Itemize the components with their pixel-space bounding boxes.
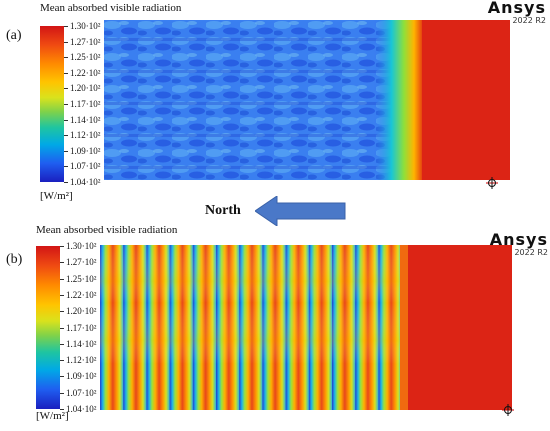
colorbar-tick: 1.09·10² xyxy=(59,371,97,382)
colorbar-tick: 1.22·10² xyxy=(59,289,97,300)
colorbar-tick: 1.27·10² xyxy=(63,36,101,47)
contour-plot xyxy=(100,245,512,410)
unit-label: [W/m²] xyxy=(40,190,73,202)
panel-label: (b) xyxy=(6,252,23,267)
colorbar-tick: 1.20·10² xyxy=(59,306,97,317)
colorbar-tick: 1.14·10² xyxy=(63,114,101,125)
colorbar-tick: 1.07·10² xyxy=(59,387,97,398)
legend-title: Mean absorbed visible radiation xyxy=(40,2,182,14)
colorbar-tick: 1.17·10² xyxy=(63,99,101,109)
axis-triad-icon xyxy=(502,404,514,416)
brand-name: Ansys xyxy=(489,230,548,249)
north-arrow-icon xyxy=(255,196,346,226)
north-label: North xyxy=(205,203,241,218)
panel-b: (b) Mean absorbed visible radiation 1.30… xyxy=(0,224,550,431)
brand-name: Ansys xyxy=(487,0,546,17)
colorbar-tick: 1.22·10² xyxy=(63,67,101,78)
colorbar-tick: 1.17·10² xyxy=(59,322,97,333)
colorbar-tick: 1.04·10² xyxy=(59,404,97,414)
contour-plot xyxy=(104,20,510,180)
colorbar xyxy=(36,246,60,409)
colorbar-tick: 1.14·10² xyxy=(59,338,97,349)
axis-triad-icon xyxy=(486,177,498,189)
brand-version: 2022 R2 xyxy=(514,248,548,257)
colorbar xyxy=(40,26,64,182)
colorbar-tick: 1.07·10² xyxy=(63,161,101,172)
unit-label: [W/m²] xyxy=(36,410,69,422)
ansys-logo: Ansys 2022 R2 xyxy=(456,0,546,25)
colorbar-tick: 1.12·10² xyxy=(59,355,97,366)
colorbar-tick: 1.04·10² xyxy=(63,177,101,187)
colorbar-tick: 1.30·10² xyxy=(63,21,101,31)
legend-title: Mean absorbed visible radiation xyxy=(36,224,178,236)
panel-label: (a) xyxy=(6,28,22,43)
brand-version: 2022 R2 xyxy=(512,16,546,25)
colorbar-tick: 1.25·10² xyxy=(63,52,101,63)
panel-a: (a) Mean absorbed visible radiation 1.30… xyxy=(0,0,550,205)
colorbar-tick: 1.12·10² xyxy=(63,130,101,141)
ansys-logo: Ansys 2022 R2 xyxy=(460,230,548,258)
colorbar-tick: 1.09·10² xyxy=(63,145,101,156)
colorbar-tick: 1.20·10² xyxy=(63,83,101,94)
colorbar-tick: 1.30·10² xyxy=(59,241,97,251)
colorbar-tick: 1.27·10² xyxy=(59,257,97,268)
colorbar-tick: 1.25·10² xyxy=(59,273,97,284)
